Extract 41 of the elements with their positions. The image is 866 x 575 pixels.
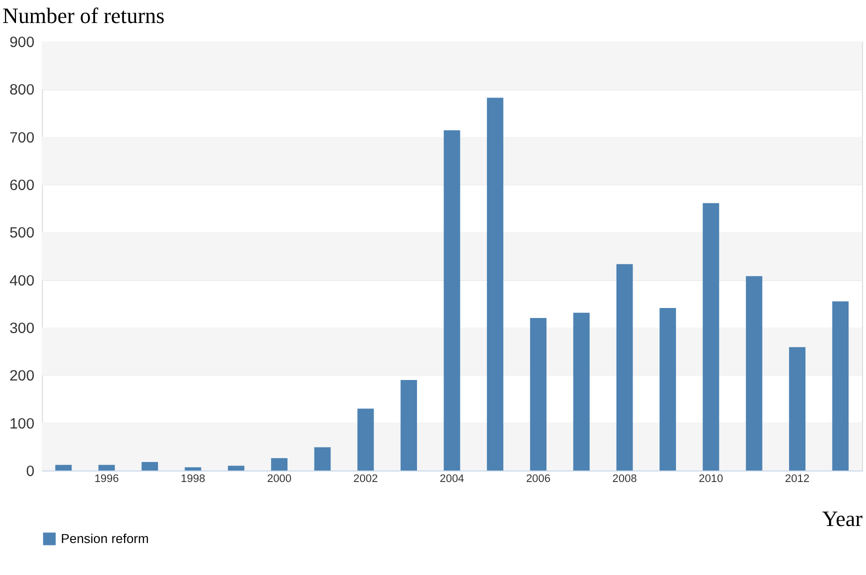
x-tick-label: 2008	[612, 473, 637, 486]
bar	[228, 466, 244, 471]
y-tick-label: 400	[9, 272, 34, 290]
y-tick-label: 300	[9, 320, 34, 338]
bar	[357, 408, 374, 471]
bar	[530, 318, 546, 471]
y-tick-label: 800	[9, 82, 34, 99]
y-tick-label: 0	[26, 463, 34, 480]
x-tick-label: 2006	[526, 473, 550, 486]
y-tick-label: 600	[9, 177, 34, 194]
bar	[573, 312, 590, 471]
x-tick-label: 2012	[785, 473, 810, 486]
y-axis-title: Number of returns	[2, 3, 165, 28]
bar	[832, 301, 849, 471]
y-tick-label: 200	[9, 368, 34, 385]
y-tick-label: 900	[9, 34, 34, 52]
y-tick-label: 500	[9, 224, 34, 242]
bar	[184, 467, 202, 471]
bar	[271, 458, 288, 471]
x-tick-label: 1996	[94, 473, 119, 486]
bar	[55, 464, 72, 471]
bar	[486, 98, 504, 471]
bar	[616, 264, 633, 471]
x-tick-label: 2000	[267, 473, 292, 486]
bar	[314, 447, 331, 471]
y-tick-label: 700	[9, 129, 34, 146]
x-tick-label: 2004	[440, 473, 464, 486]
bar	[746, 276, 762, 471]
legend-label: Pension reform	[60, 530, 149, 546]
bar	[400, 380, 417, 471]
bar	[789, 347, 806, 471]
x-axis-title: Year	[822, 506, 864, 531]
x-tick-label: 1998	[180, 473, 206, 486]
bar	[702, 203, 720, 471]
bar	[444, 130, 460, 471]
x-tick-label: 2002	[353, 473, 378, 486]
bar	[142, 462, 158, 471]
x-tick-label: 2010	[698, 473, 724, 486]
y-tick-label: 100	[9, 415, 34, 432]
bar	[660, 308, 676, 471]
bar	[98, 464, 115, 471]
